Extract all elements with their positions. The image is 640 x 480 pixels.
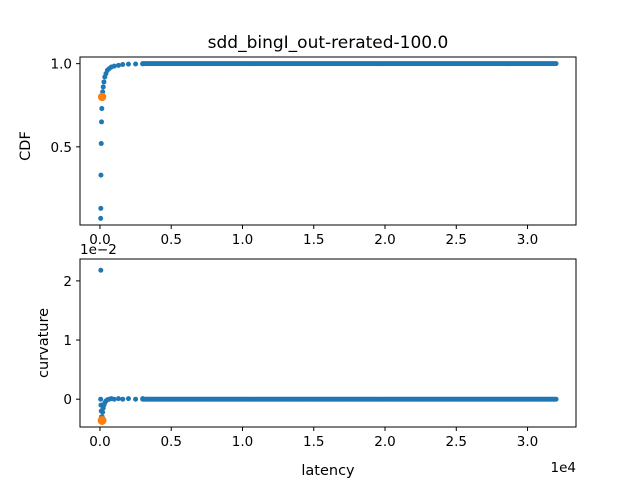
data-point bbox=[120, 61, 126, 67]
x-tick-label: 3.0 bbox=[517, 232, 538, 248]
x-tick-label: 1.0 bbox=[232, 434, 253, 450]
curvature-plot-marks bbox=[97, 267, 559, 425]
data-point bbox=[111, 396, 117, 402]
curvature-axis-ticks: 0.0 0.5 1.0 1.5 2.0 2.5 3.0 0 1 2 bbox=[63, 274, 538, 450]
y-axis-label-cdf: CDF bbox=[18, 131, 34, 161]
data-point bbox=[99, 106, 105, 112]
x-tick-label: 1.0 bbox=[232, 232, 253, 248]
data-point bbox=[111, 63, 117, 69]
y-offset-text: 1e−2 bbox=[80, 242, 117, 258]
x-tick-label: 1.5 bbox=[303, 434, 324, 450]
data-point bbox=[100, 409, 106, 415]
data-point bbox=[98, 267, 104, 273]
data-point bbox=[98, 396, 104, 402]
data-point bbox=[98, 215, 104, 221]
x-tick-label: 1.5 bbox=[303, 232, 324, 248]
x-tick-label: 0.5 bbox=[160, 434, 181, 450]
curvature-plot-frame bbox=[79, 258, 577, 428]
cdf-panel: sdd_bingI_out-rerated-100.0 CDF 0.0 0.5 1.… bbox=[18, 33, 577, 248]
cdf-plot-marks bbox=[97, 61, 559, 221]
cdf-axis-ticks: 0.0 0.5 1.0 1.5 2.0 2.5 3.0 0.5 1.0 bbox=[51, 57, 539, 248]
x-tick-label: 3.0 bbox=[517, 434, 538, 450]
data-point bbox=[120, 396, 126, 402]
curvature-panel: curvature 1e−2 0.0 0.5 1.0 1.5 2.0 2.5 3.0012 … bbox=[36, 242, 577, 479]
x-axis-label-latency: latency bbox=[301, 463, 355, 479]
data-point bbox=[115, 62, 121, 68]
x-tick-label: 2.0 bbox=[374, 434, 395, 450]
data-point bbox=[553, 396, 559, 402]
data-point bbox=[98, 205, 104, 211]
y-tick-label: 0.5 bbox=[51, 140, 72, 156]
y-tick-label: 1.0 bbox=[51, 57, 72, 73]
y-tick-label: 2 bbox=[63, 274, 72, 290]
x-tick-label: 0.0 bbox=[89, 232, 110, 248]
x-offset-text: 1e4 bbox=[551, 460, 576, 476]
data-point bbox=[100, 84, 106, 90]
data-point bbox=[99, 119, 105, 125]
data-point bbox=[125, 396, 131, 402]
cdf-plot-frame bbox=[79, 56, 577, 226]
x-tick-label: 2.0 bbox=[374, 232, 395, 248]
x-tick-label: 2.5 bbox=[446, 232, 467, 248]
data-point bbox=[133, 61, 139, 67]
data-point bbox=[98, 141, 104, 146]
data-point bbox=[115, 396, 121, 402]
data-point bbox=[133, 396, 139, 402]
y-tick-label: 0 bbox=[63, 392, 72, 408]
y-axis-label-curvature: curvature bbox=[36, 308, 52, 378]
data-point bbox=[97, 415, 107, 425]
data-point bbox=[98, 172, 104, 178]
data-point bbox=[553, 61, 559, 67]
x-tick-label: 2.5 bbox=[446, 434, 467, 450]
data-point bbox=[101, 79, 107, 85]
data-point bbox=[125, 61, 131, 67]
y-tick-label: 1 bbox=[63, 333, 72, 349]
x-tick-label: 0.0 bbox=[89, 434, 110, 450]
chart-title: sdd_bingI_out-rerated-100.0 bbox=[208, 33, 449, 53]
x-tick-label: 0.5 bbox=[160, 232, 181, 248]
data-point bbox=[97, 92, 107, 102]
